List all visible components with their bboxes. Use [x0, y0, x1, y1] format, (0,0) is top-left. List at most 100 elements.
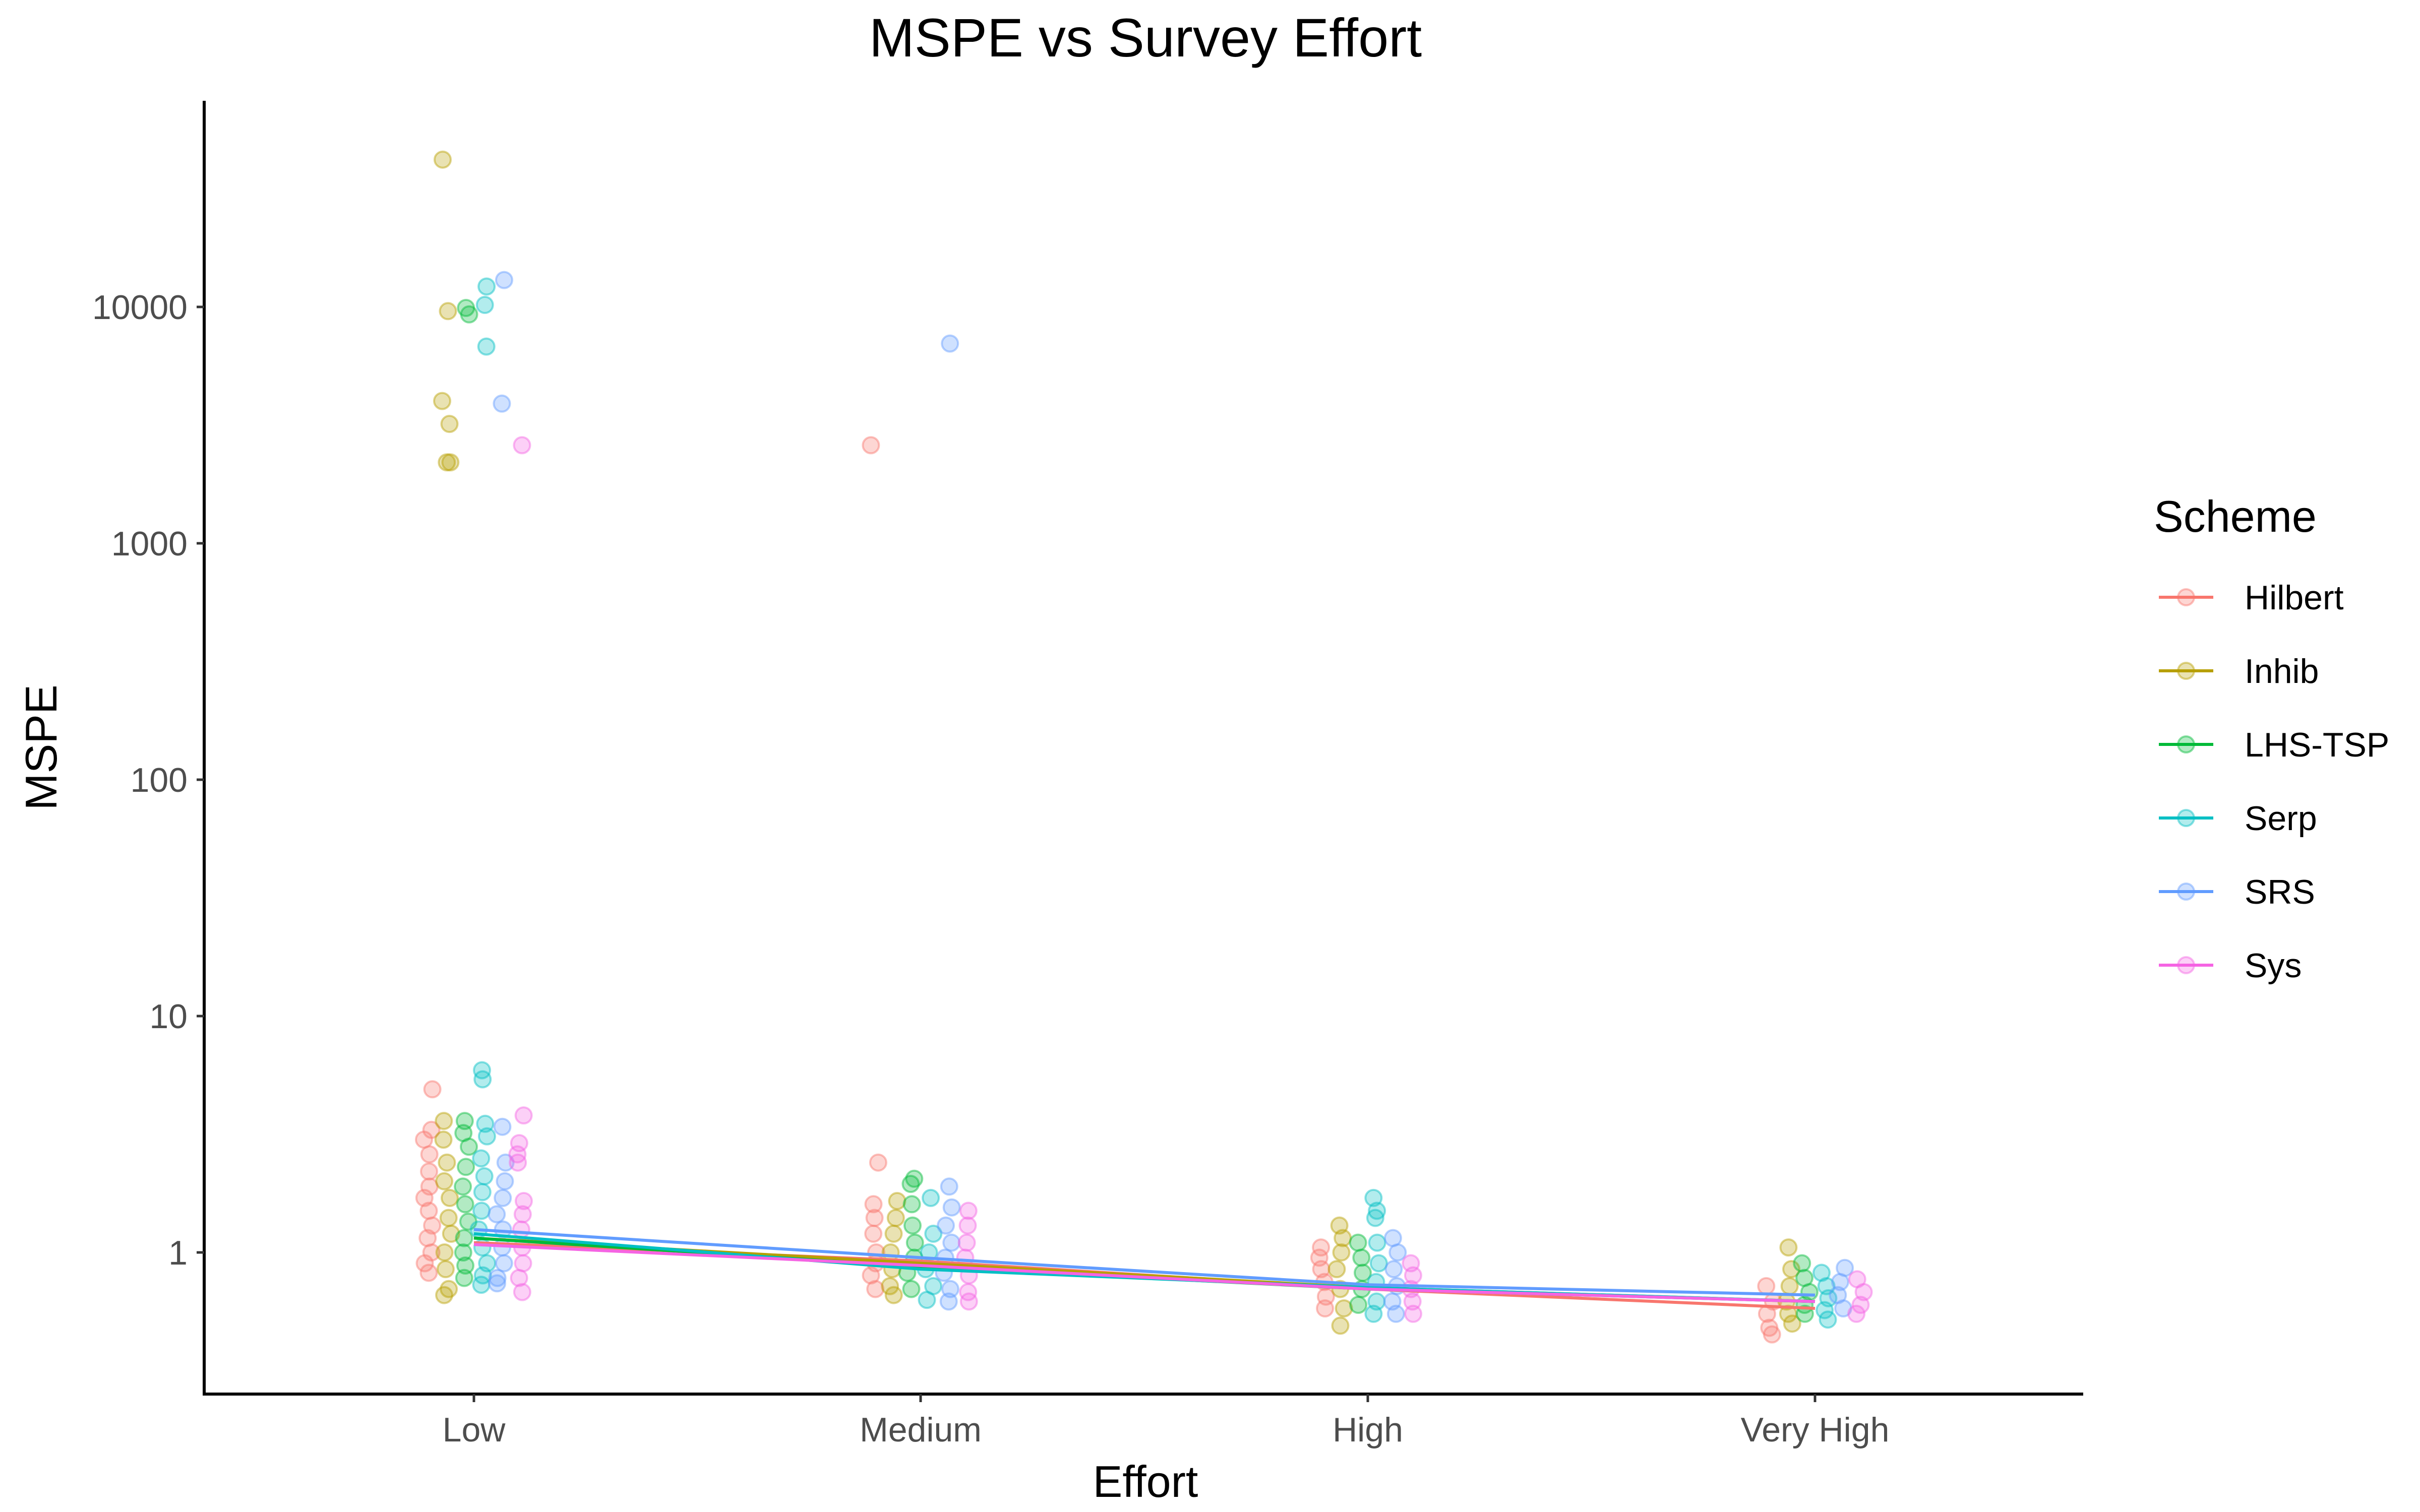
data-point [869, 1153, 887, 1172]
data-point [514, 1192, 533, 1210]
data-points [415, 150, 1873, 1344]
data-point [420, 1162, 438, 1181]
data-point [419, 1264, 438, 1282]
data-point [495, 271, 513, 289]
data-point [1334, 1229, 1352, 1247]
legend-item: Serp [2159, 799, 2317, 838]
data-point [422, 1120, 441, 1139]
data-point [1795, 1304, 1814, 1323]
y-axis-ticks: 1 10 100 1000 10000 [92, 288, 204, 1272]
data-point [1816, 1301, 1834, 1319]
data-point [884, 1286, 903, 1304]
data-point [478, 1254, 497, 1273]
data-point [902, 1195, 921, 1214]
y-tick-label: 1000 [111, 525, 188, 563]
data-point [1757, 1277, 1776, 1295]
data-point [1327, 1260, 1346, 1279]
data-point [1795, 1269, 1813, 1287]
data-point [1369, 1254, 1388, 1273]
data-point [864, 1224, 883, 1243]
x-axis-label: Effort [1093, 1457, 1198, 1506]
data-point [477, 337, 496, 356]
y-tick-label: 100 [131, 761, 188, 799]
data-point [457, 1158, 475, 1176]
y-tick-label: 10000 [92, 288, 188, 327]
data-point [496, 1172, 514, 1190]
data-point [1819, 1310, 1837, 1329]
data-point [513, 436, 531, 455]
data-point [1780, 1277, 1799, 1295]
data-point [477, 1127, 496, 1146]
data-point [419, 1202, 438, 1220]
x-axis-ticks: Low Medium High Very High [443, 1394, 1890, 1449]
data-point [942, 1233, 961, 1252]
data-point [420, 1145, 439, 1164]
y-tick-label: 10 [149, 997, 188, 1036]
data-point [459, 1212, 477, 1231]
data-point [1384, 1260, 1403, 1279]
y-axis-label: MSPE [16, 684, 66, 810]
data-point [1763, 1325, 1781, 1344]
data-point [1349, 1233, 1367, 1252]
data-point [903, 1216, 922, 1235]
data-point [1366, 1209, 1384, 1227]
data-point [1332, 1243, 1351, 1262]
x-tick-label: Very High [1741, 1411, 1890, 1449]
data-point [488, 1205, 506, 1224]
data-point [924, 1224, 943, 1243]
data-point [455, 1229, 473, 1247]
data-point [1364, 1188, 1383, 1207]
data-point [1851, 1296, 1870, 1314]
data-point [460, 305, 478, 324]
data-point [918, 1291, 936, 1309]
data-point [435, 1172, 454, 1190]
data-point [415, 1130, 433, 1149]
legend-key-point [2177, 956, 2195, 974]
data-point [1330, 1216, 1349, 1235]
legend-label: LHS-TSP [2245, 726, 2389, 764]
data-point [513, 1283, 531, 1301]
mean-line-sys [473, 1243, 1816, 1303]
data-point [493, 394, 511, 413]
legend-key-point [2177, 809, 2195, 827]
data-point [495, 1254, 513, 1273]
data-point [888, 1192, 906, 1210]
data-point [473, 1061, 491, 1080]
data-point [1352, 1248, 1371, 1267]
data-point [508, 1145, 527, 1164]
data-point [435, 1286, 454, 1304]
data-point [473, 1070, 492, 1089]
legend-label: Hilbert [2245, 579, 2344, 617]
data-point [439, 302, 457, 321]
data-point [1404, 1304, 1422, 1323]
data-point [941, 1280, 959, 1298]
data-point [959, 1202, 978, 1220]
data-point [881, 1277, 899, 1295]
legend-item: LHS-TSP [2159, 726, 2389, 764]
legend-key-point [2177, 883, 2195, 901]
data-point [433, 392, 451, 410]
data-point [865, 1209, 884, 1227]
data-point [456, 1195, 474, 1214]
data-point [436, 1260, 455, 1279]
data-point [886, 1209, 905, 1227]
data-point [1817, 1277, 1836, 1295]
data-point [939, 1292, 958, 1311]
data-point [902, 1280, 921, 1298]
data-point [862, 1266, 880, 1285]
data-point [434, 150, 452, 169]
data-point [460, 1138, 478, 1156]
data-point [438, 453, 456, 472]
data-point [475, 1167, 494, 1185]
data-point [512, 1220, 530, 1239]
data-point [1819, 1289, 1838, 1307]
data-point [509, 1153, 527, 1172]
data-point [1312, 1238, 1330, 1257]
data-point [957, 1233, 976, 1252]
legend-label: Sys [2245, 947, 2302, 985]
data-point [959, 1283, 978, 1301]
legend-key-point [2177, 588, 2195, 606]
data-point [1316, 1299, 1335, 1317]
data-point [901, 1175, 920, 1193]
data-point [472, 1202, 491, 1220]
